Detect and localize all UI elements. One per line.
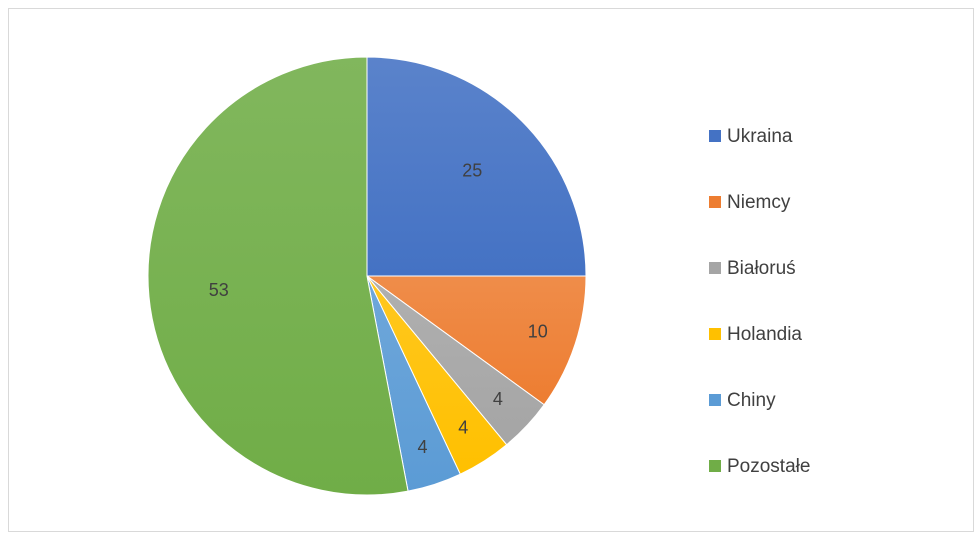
legend-swatch <box>709 196 721 208</box>
pie-slice-ukraina <box>366 56 587 277</box>
data-label: 4 <box>493 389 503 409</box>
legend-item-chiny: Chiny <box>709 367 909 433</box>
legend-swatch <box>709 262 721 274</box>
data-label: 25 <box>462 161 482 181</box>
legend-label: Chiny <box>727 389 776 411</box>
legend-item-holandia: Holandia <box>709 301 909 367</box>
legend: Ukraina Niemcy Białoruś Holandia Chiny P… <box>709 103 909 499</box>
data-label: 4 <box>417 437 427 457</box>
data-label: 10 <box>528 321 548 341</box>
data-label: 53 <box>209 280 229 300</box>
legend-label: Pozostałe <box>727 455 811 477</box>
legend-swatch <box>709 394 721 406</box>
legend-swatch <box>709 460 721 472</box>
legend-swatch <box>709 328 721 340</box>
pie-slice-pozostałe <box>147 56 409 496</box>
chart-area: 25 10 4 4 4 53 Ukraina Niemcy Białoruś Holand… <box>8 8 974 532</box>
data-label: 4 <box>458 418 468 438</box>
legend-item-bialorus: Białoruś <box>709 235 909 301</box>
legend-label: Niemcy <box>727 191 791 213</box>
pie-chart: 25 10 4 4 4 53 <box>147 56 587 496</box>
legend-label: Białoruś <box>727 257 796 279</box>
legend-label: Holandia <box>727 323 802 345</box>
pie-slice-niemcy <box>365 275 587 406</box>
legend-item-niemcy: Niemcy <box>709 169 909 235</box>
legend-item-pozostale: Pozostałe <box>709 433 909 499</box>
legend-item-ukraina: Ukraina <box>709 103 909 169</box>
legend-label: Ukraina <box>727 125 793 147</box>
legend-swatch <box>709 130 721 142</box>
